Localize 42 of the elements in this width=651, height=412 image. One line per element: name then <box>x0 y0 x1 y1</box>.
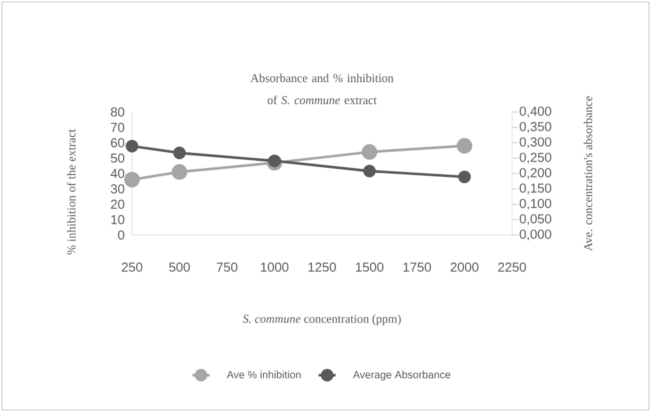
y2-tick-label: 0,150 <box>520 184 552 194</box>
y2-tick-label: 0,300 <box>520 137 552 148</box>
point <box>456 138 472 154</box>
y2-tick-label: 0,100 <box>520 198 552 210</box>
y2-tick-label: 0,000 <box>520 230 552 240</box>
legend-label: Average Absorbance <box>352 370 450 380</box>
x-tick-label: 2250 <box>498 262 526 272</box>
x-tick-label: 1000 <box>261 262 288 272</box>
point <box>362 144 378 160</box>
x-tick-label: 750 <box>216 262 238 272</box>
x-tick-label: 1750 <box>404 262 431 272</box>
x-tick-label: 1250 <box>308 262 336 272</box>
point <box>172 164 188 180</box>
y2-tick-label: 0,250 <box>520 152 552 164</box>
x-tick-label: 250 <box>122 262 142 272</box>
y2-tick-label: 0,400 <box>520 106 552 118</box>
chart-title: Absorbance and % inhibition of S. commune extract <box>250 74 394 104</box>
y-tick-label: 10 <box>111 215 124 224</box>
x-axis-title: S. commune concentration (ppm) <box>242 314 401 326</box>
y-tick-label: 0 <box>118 230 124 240</box>
point <box>268 154 281 168</box>
y-tick-label: 80 <box>110 107 124 117</box>
y-tick-label: 50 <box>110 154 124 163</box>
y-tick-label: 40 <box>110 168 124 178</box>
y2-axis-title: Ave. concentration's absorbance <box>584 96 592 251</box>
x-tick-label: 2000 <box>450 262 478 272</box>
y2-tick-label: 0,050 <box>520 214 552 225</box>
y-tick-label: 20 <box>110 200 124 209</box>
y-tick-label: 60 <box>110 138 124 148</box>
y-axis-title: % inhibition of the extract <box>66 129 76 255</box>
legend-label: Ave % inhibition <box>226 370 301 378</box>
x-tick-label: 500 <box>169 262 190 272</box>
point <box>363 164 376 178</box>
point <box>458 170 471 184</box>
y-tick-label: 70 <box>111 122 124 132</box>
point <box>126 140 138 152</box>
y-tick-label: 30 <box>110 184 124 194</box>
y2-tick-label: 0,200 <box>520 168 552 179</box>
point <box>124 172 140 188</box>
x-tick-label: 1500 <box>356 262 384 272</box>
point <box>173 146 186 160</box>
y2-tick-label: 0,350 <box>520 122 552 133</box>
